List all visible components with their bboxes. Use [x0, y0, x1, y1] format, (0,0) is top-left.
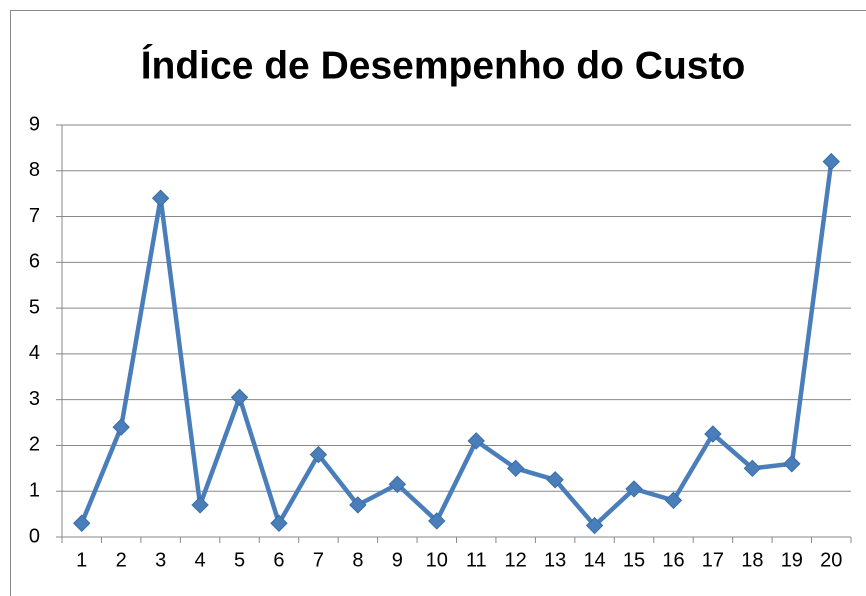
data-point	[309, 445, 328, 464]
x-tick-label: 1	[76, 549, 87, 571]
y-tick-label: 7	[29, 205, 40, 227]
y-tick-label: 6	[29, 251, 40, 273]
x-tick-label: 4	[195, 549, 206, 571]
data-point	[428, 512, 446, 530]
x-tick-label: 9	[392, 549, 403, 571]
data-point	[822, 152, 840, 171]
data-point	[191, 496, 209, 514]
y-tick-label: 0	[29, 525, 40, 547]
x-tick-label: 5	[234, 549, 245, 571]
data-point	[112, 418, 130, 436]
y-tick-label: 1	[29, 480, 40, 502]
x-tick-label: 19	[781, 549, 803, 571]
x-tick-label: 18	[741, 549, 763, 571]
y-tick-label: 2	[29, 434, 40, 456]
y-tick-label: 5	[29, 296, 40, 318]
y-tick-label: 4	[29, 342, 40, 364]
x-tick-label: 16	[662, 549, 684, 571]
data-point	[388, 475, 407, 494]
data-point	[546, 471, 564, 489]
data-point	[467, 432, 485, 450]
data-point	[230, 388, 249, 407]
x-tick-label: 17	[702, 549, 724, 571]
y-tick-label: 8	[29, 159, 40, 181]
data-point	[73, 514, 91, 532]
data-point	[506, 459, 525, 478]
data-point	[783, 455, 801, 473]
x-tick-label: 3	[155, 549, 166, 571]
x-tick-label: 15	[623, 549, 645, 571]
x-tick-label: 8	[352, 549, 363, 571]
data-point	[585, 516, 604, 535]
chart-frame	[10, 10, 866, 596]
x-tick-label: 10	[426, 549, 448, 571]
x-tick-label: 13	[544, 549, 566, 571]
data-point	[151, 189, 170, 207]
x-tick-label: 7	[313, 549, 324, 571]
data-point	[625, 480, 643, 498]
data-point	[270, 514, 288, 532]
y-tick-label: 9	[29, 113, 40, 135]
data-point	[664, 491, 683, 510]
x-tick-label: 6	[273, 549, 284, 571]
data-point	[349, 496, 367, 514]
x-tick-label: 12	[505, 549, 527, 571]
x-tick-label: 11	[466, 549, 487, 571]
data-point	[743, 459, 762, 478]
x-tick-label: 2	[116, 549, 127, 571]
data-point	[704, 425, 722, 443]
y-tick-label: 3	[29, 388, 40, 410]
x-tick-label: 20	[820, 549, 842, 571]
series-line	[79, 161, 834, 528]
chart-title: Índice de Desempenho do Custo	[141, 43, 746, 87]
x-tick-label: 14	[583, 549, 605, 571]
